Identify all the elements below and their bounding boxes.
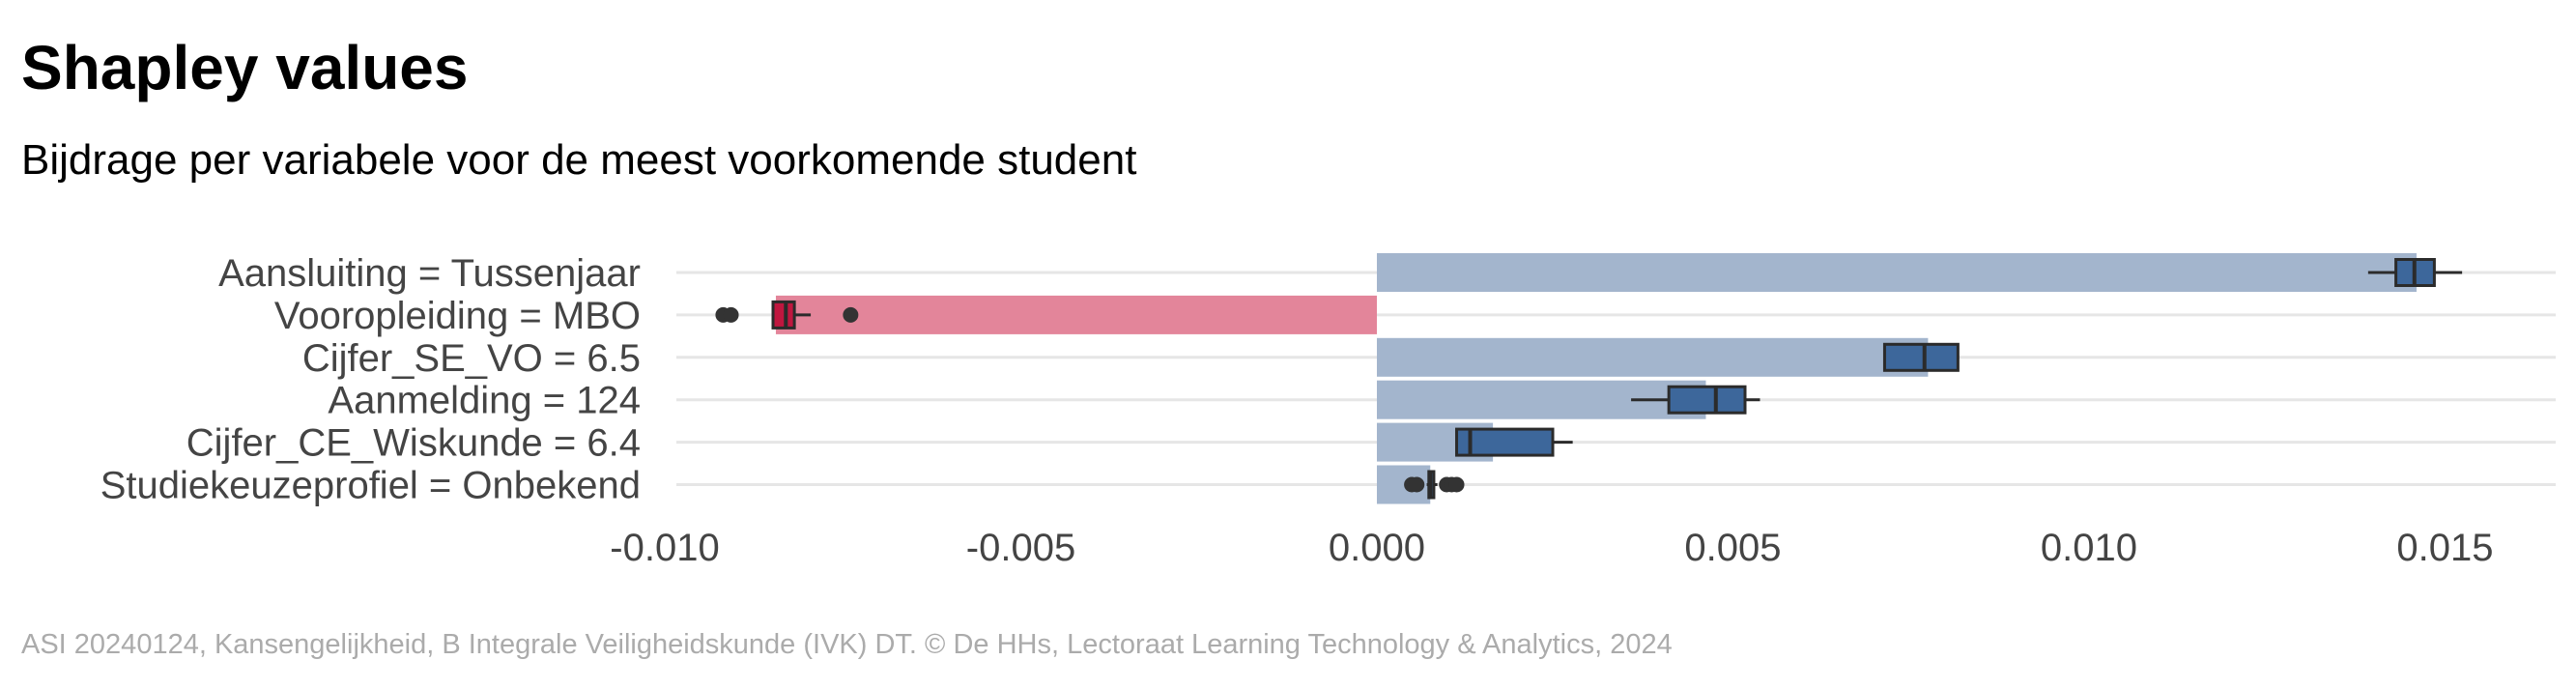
y-tick-label: Cijfer_CE_Wiskunde = 6.4: [186, 422, 641, 465]
x-tick-label: -0.005: [966, 527, 1075, 569]
box: [1667, 385, 1747, 415]
y-tick-label: Aanmelding = 124: [328, 380, 641, 422]
chart-title: Shapley values: [21, 33, 468, 102]
x-tick-label: 0.005: [1684, 527, 1781, 569]
x-tick-label: 0.015: [2396, 527, 2493, 569]
x-tick-label: -0.010: [610, 527, 719, 569]
box: [1455, 427, 1555, 457]
y-tick-label: Cijfer_SE_VO = 6.5: [302, 337, 641, 380]
bar: [1376, 337, 1929, 377]
chart-subtitle: Bijdrage per variabele voor de meest voo…: [21, 136, 1136, 184]
y-tick-label: Aansluiting = Tussenjaar: [218, 252, 641, 295]
outlier: [723, 306, 739, 323]
box: [1882, 342, 1960, 372]
x-tick-label: 0.000: [1329, 527, 1425, 569]
bar: [1376, 253, 2417, 292]
chart-caption: ASI 20240124, Kansengelijkheid, B Integr…: [21, 629, 1673, 660]
outlier: [843, 306, 859, 323]
outlier: [1409, 476, 1425, 493]
x-tick-label: 0.010: [2041, 527, 2137, 569]
y-tick-label: Vooropleiding = MBO: [274, 295, 641, 337]
bar: [775, 295, 1377, 334]
y-tick-label: Studiekeuzeprofiel = Onbekend: [100, 465, 641, 507]
outlier: [1448, 476, 1465, 493]
box: [771, 300, 796, 330]
